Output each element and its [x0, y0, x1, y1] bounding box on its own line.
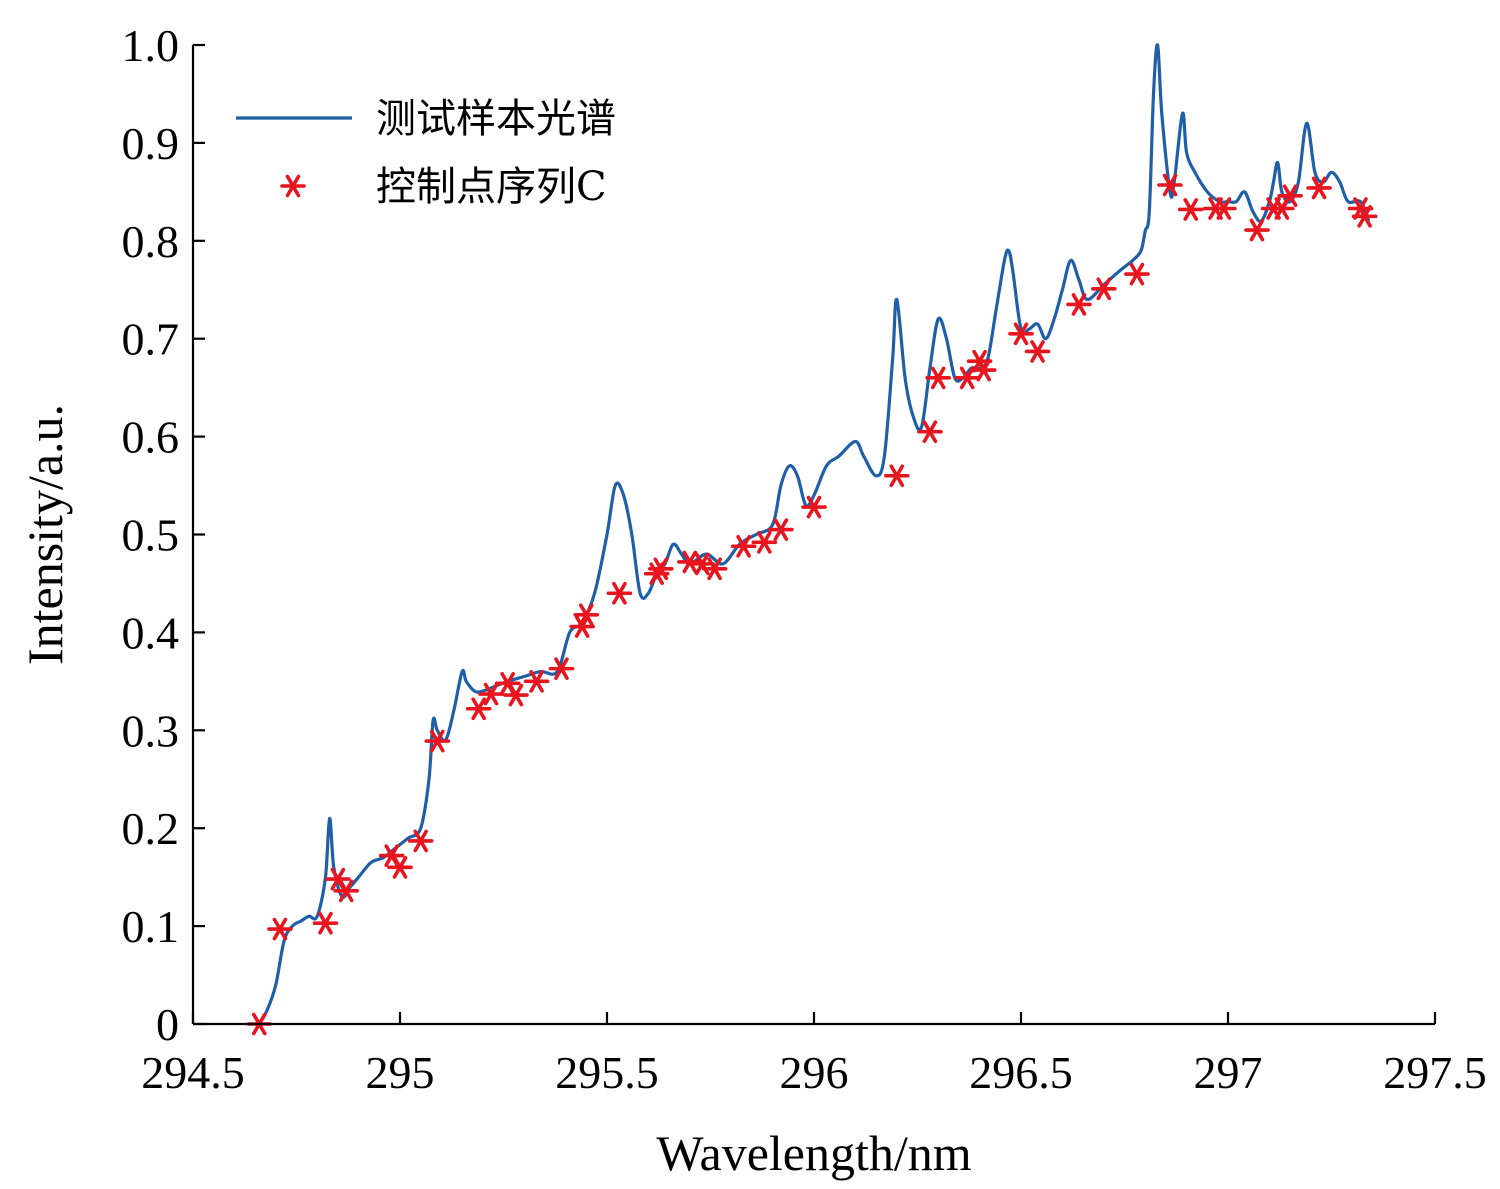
control-point: [768, 518, 794, 541]
control-point: [478, 682, 504, 706]
control-point: [970, 358, 997, 382]
x-tick-label: 297.5: [1383, 1047, 1487, 1098]
control-point: [1211, 197, 1237, 220]
legend-marker: [280, 174, 306, 198]
control-point: [378, 844, 405, 867]
control-point: [267, 917, 293, 941]
control-point: [801, 495, 827, 519]
control-point: [1024, 340, 1051, 363]
control-point: [569, 615, 595, 638]
control-point: [883, 464, 910, 488]
axes: 0 0.1 0.2 0.3 0.4 0.5 0.6 0.7 0.8 0.9 1.0 294.5 295 2…: [122, 20, 1487, 1098]
legend: 测试样本光谱 控制点序列C: [236, 96, 616, 210]
control-point: [333, 879, 359, 903]
y-tick-label: 0.9: [122, 118, 180, 169]
legend-label-control-points: 控制点序列C: [376, 164, 607, 210]
control-point: [424, 729, 451, 753]
x-tick-label: 295: [366, 1047, 435, 1098]
control-point: [1351, 204, 1378, 228]
y-tick-label: 0: [156, 999, 179, 1050]
x-tick-label: 294.5: [141, 1047, 245, 1098]
y-tick-label: 0.1: [122, 901, 180, 952]
legend-label-spectrum: 测试样本光谱: [376, 96, 616, 142]
x-tick-label: 297: [1194, 1047, 1263, 1098]
y-tick-label: 0.6: [122, 412, 180, 463]
control-point: [1157, 173, 1183, 197]
x-tick-label: 295.5: [555, 1047, 659, 1098]
y-tick-label: 0.7: [122, 314, 180, 365]
control-point: [465, 697, 492, 721]
x-tick-label: 296.5: [969, 1047, 1073, 1098]
control-point: [1066, 293, 1092, 316]
spectrum-line: [257, 43, 1371, 1025]
control-point: [676, 550, 703, 574]
y-tick-label: 0.2: [122, 803, 180, 854]
control-point: [1277, 184, 1303, 208]
plot-area: [246, 43, 1378, 1036]
control-point: [1008, 322, 1034, 346]
control-point: [312, 911, 339, 935]
y-tick-label: 0.3: [122, 705, 180, 756]
control-point: [1306, 176, 1332, 200]
control-point: [573, 603, 600, 627]
y-axis-title: Intensity/a.u.: [17, 404, 73, 665]
x-tick-label: 296: [780, 1047, 849, 1098]
control-point: [523, 670, 550, 693]
control-point: [1091, 277, 1117, 301]
control-point: [407, 829, 434, 853]
x-axis-title: Wavelength/nm: [656, 1125, 971, 1181]
control-point: [954, 366, 980, 390]
control-point: [494, 671, 521, 695]
y-tick-label: 0.8: [122, 216, 180, 267]
control-point: [387, 856, 413, 879]
control-point: [503, 683, 529, 707]
legend-marker-swatch: [280, 174, 306, 198]
control-point: [751, 531, 778, 554]
control-point: [548, 657, 575, 680]
control-point: [606, 581, 633, 605]
control-point: [1177, 198, 1204, 221]
control-point: [925, 366, 952, 390]
control-point: [917, 420, 943, 444]
control-point: [1244, 218, 1270, 242]
control-point: [730, 534, 757, 558]
y-tick-label: 0.5: [122, 510, 180, 561]
y-tick-label: 0.4: [122, 607, 180, 658]
control-point: [648, 557, 674, 581]
control-point: [1124, 262, 1150, 286]
control-point: [701, 557, 728, 581]
y-tick-label: 1.0: [122, 20, 180, 71]
